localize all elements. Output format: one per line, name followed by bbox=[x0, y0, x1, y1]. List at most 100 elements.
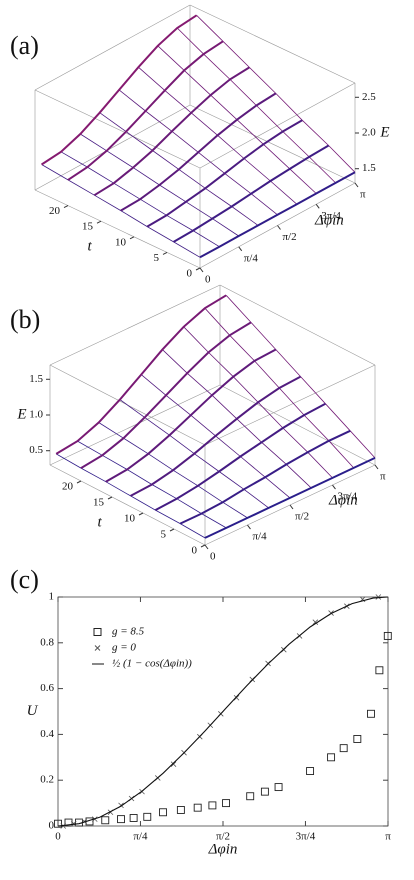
panel-label: (b) bbox=[10, 305, 40, 334]
square-point bbox=[339, 744, 348, 753]
square-point bbox=[159, 808, 167, 817]
x-tick-label: 20 bbox=[62, 481, 74, 493]
z-tick-label: 1.0 bbox=[29, 409, 43, 421]
surface-row bbox=[154, 402, 326, 511]
y-tick bbox=[289, 504, 294, 510]
surface-row bbox=[120, 92, 277, 212]
box-edge bbox=[34, 89, 201, 169]
box-edge bbox=[199, 82, 356, 169]
square-point bbox=[193, 803, 202, 812]
x-axis-label: t bbox=[98, 514, 103, 530]
x-tick-label: 15 bbox=[93, 497, 105, 509]
x-tick-label: 5 bbox=[154, 252, 160, 264]
square-point bbox=[176, 806, 185, 814]
y-tick-label: 0.2 bbox=[40, 774, 54, 786]
square-point bbox=[260, 787, 269, 796]
square-point bbox=[222, 799, 230, 808]
square-point bbox=[129, 814, 138, 822]
y-axis-label: Δφin bbox=[314, 212, 344, 228]
z-axis-label: E bbox=[379, 124, 389, 140]
surface-row bbox=[146, 119, 303, 228]
x-tick-label: 0 bbox=[55, 831, 61, 843]
surface-row bbox=[105, 348, 277, 483]
y-tick bbox=[374, 464, 379, 470]
surface-row bbox=[55, 294, 227, 455]
surface-row bbox=[41, 14, 198, 166]
y-tick bbox=[247, 524, 251, 530]
cross-point bbox=[70, 820, 77, 827]
y-tick-label: 0 bbox=[49, 820, 55, 832]
legend-label: g = 0 bbox=[112, 642, 136, 654]
box-edge bbox=[204, 364, 376, 446]
square-point bbox=[383, 631, 392, 640]
y-tick-label: π/4 bbox=[252, 531, 267, 543]
cross-point bbox=[170, 761, 177, 767]
x-tick-label: 0 bbox=[187, 268, 193, 280]
y-tick bbox=[277, 225, 281, 230]
surface-row bbox=[130, 375, 302, 497]
x-tick-label: 15 bbox=[82, 221, 94, 233]
y-tick-label: 0 bbox=[210, 551, 216, 563]
surface-row bbox=[80, 321, 252, 469]
x-tick-label: 5 bbox=[161, 529, 167, 541]
surface-row bbox=[173, 144, 330, 243]
square-point bbox=[246, 792, 255, 801]
box-edge bbox=[219, 384, 376, 466]
x-tick bbox=[129, 236, 135, 240]
cross-point bbox=[233, 694, 240, 701]
y-tick-label: 0 bbox=[205, 274, 211, 286]
y-axis-label: Δφin bbox=[328, 492, 358, 508]
x-tick-label: 0 bbox=[192, 545, 198, 557]
x-tick bbox=[169, 528, 175, 532]
cross-point bbox=[60, 823, 67, 829]
cross-point bbox=[312, 619, 319, 625]
y-tick-label: 3π/4 bbox=[321, 210, 341, 222]
y-tick bbox=[332, 484, 336, 490]
y-tick-label: π bbox=[380, 471, 386, 483]
y-tick-label: 0.6 bbox=[40, 682, 54, 694]
square-point bbox=[208, 801, 217, 810]
x-axis-label: Δφin bbox=[208, 841, 238, 857]
box-edge bbox=[189, 104, 356, 184]
curve bbox=[57, 596, 388, 827]
z-tick-label: 1.5 bbox=[362, 162, 376, 174]
surface-row bbox=[67, 40, 224, 181]
y-tick-label: 0.8 bbox=[40, 636, 54, 648]
square-point bbox=[64, 818, 73, 827]
y-tick-label: 0.4 bbox=[40, 728, 54, 740]
z-tick-label: 0.5 bbox=[29, 444, 43, 456]
x-tick bbox=[200, 544, 206, 548]
square-point bbox=[306, 767, 315, 775]
x-tick bbox=[162, 251, 168, 255]
box-edge bbox=[219, 284, 376, 366]
surface-row bbox=[204, 456, 376, 539]
y-tick-label: π/2 bbox=[295, 511, 309, 523]
y-tick bbox=[199, 267, 204, 273]
y-tick-label: π/2 bbox=[283, 231, 297, 243]
y-tick-label: π/4 bbox=[244, 252, 259, 264]
y-tick bbox=[238, 246, 243, 252]
y-tick bbox=[354, 182, 359, 188]
box-edge bbox=[189, 4, 356, 84]
x-tick-label: 3π/4 bbox=[296, 831, 316, 843]
box-edge bbox=[49, 384, 221, 466]
surface-column bbox=[225, 295, 376, 459]
x-axis-label: t bbox=[88, 238, 93, 254]
z-axis-label: E bbox=[16, 406, 26, 422]
legend-square bbox=[93, 628, 102, 636]
z-tick-label: 1.5 bbox=[29, 373, 43, 385]
square-point bbox=[274, 783, 283, 792]
y-axis-label: U bbox=[27, 703, 39, 719]
x-tick bbox=[96, 220, 102, 224]
z-tick-label: 2.5 bbox=[362, 91, 376, 103]
y-tick bbox=[315, 203, 320, 209]
x-tick-label: 10 bbox=[124, 513, 136, 525]
x-tick bbox=[76, 480, 82, 484]
box-edge bbox=[49, 464, 206, 546]
x-tick bbox=[63, 205, 69, 209]
x-tick bbox=[195, 267, 201, 271]
square-point bbox=[367, 709, 375, 718]
x-tick-label: 20 bbox=[49, 205, 61, 217]
square-point bbox=[375, 666, 384, 675]
